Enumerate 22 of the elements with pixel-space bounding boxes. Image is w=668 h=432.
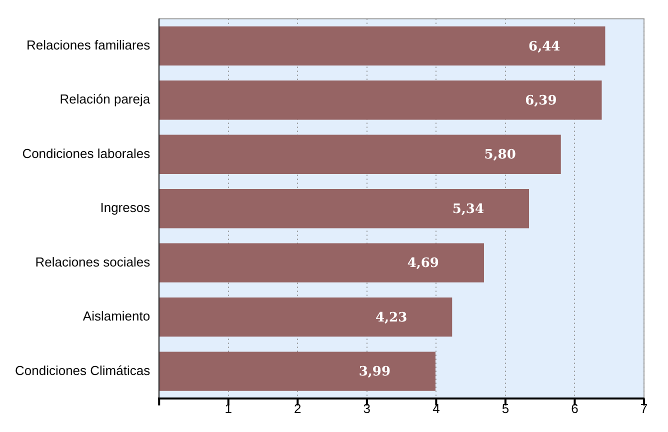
y-tick-label: Condiciones Climáticas [14,362,151,378]
y-tick-label: Relaciones sociales [35,254,151,270]
y-tick-label: Condiciones laborales [22,146,151,161]
bar [160,297,452,337]
bar [160,189,530,228]
bar [160,26,606,66]
y-tick-label: Ingresos [100,200,151,216]
data-label: 4,69 [407,256,439,272]
data-label: 6,44 [528,39,560,54]
y-tick-label: Relaciones familiares [26,37,151,52]
bar [160,134,561,174]
bar [160,352,436,391]
data-label: 5,80 [484,148,516,163]
data-label: 6,39 [525,94,557,109]
x-tick-label: 4 [432,400,440,416]
data-label: 3,99 [358,364,390,380]
bar [160,243,484,282]
y-tick-label: Aislamiento [82,308,150,324]
data-label: 4,23 [375,310,408,326]
bar [160,80,602,120]
data-label: 5,34 [452,202,484,217]
y-tick-label: Relación pareja [60,92,151,107]
